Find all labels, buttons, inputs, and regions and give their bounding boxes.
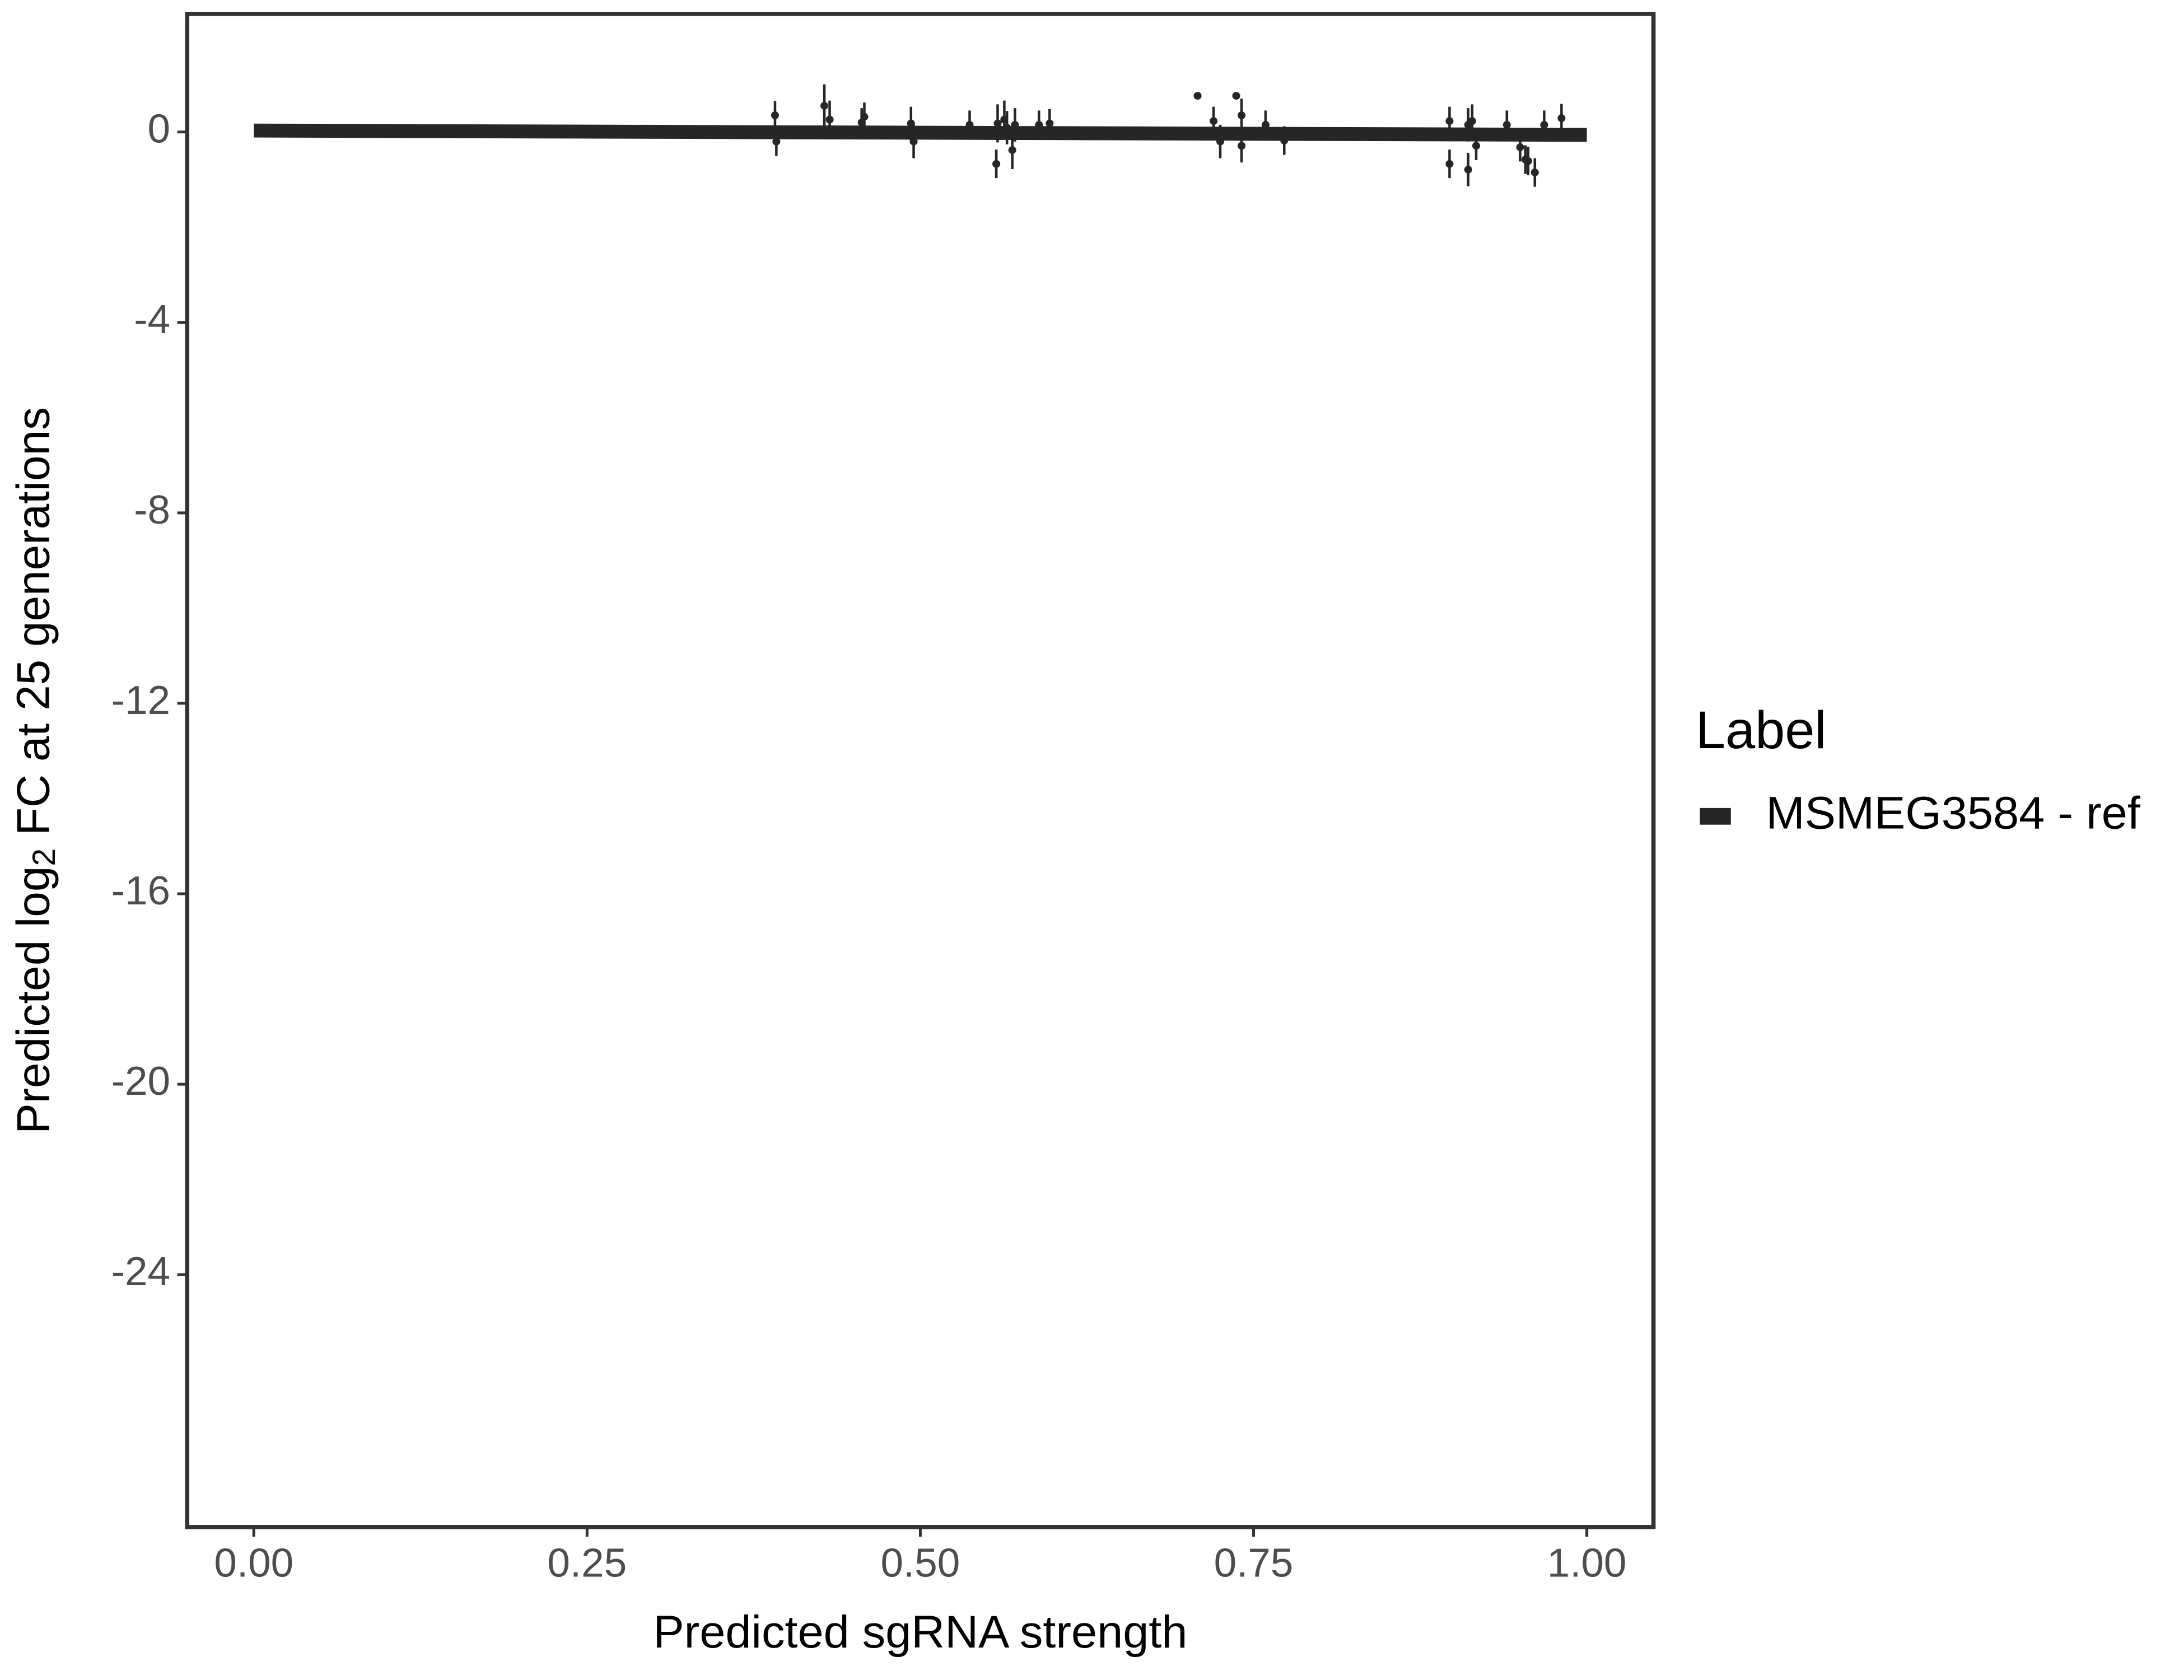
point: [1468, 117, 1476, 125]
y-axis-title: Predicted log2 FC at 25 generations: [7, 407, 62, 1134]
point: [1261, 120, 1270, 129]
point: [1524, 157, 1532, 165]
x-tick-label: 0.25: [547, 1541, 627, 1586]
point: [825, 115, 834, 124]
y-tick-label: -20: [111, 1059, 170, 1104]
x-tick-label: 1.00: [1547, 1541, 1627, 1586]
point: [1046, 119, 1054, 128]
y-tick-label: -4: [134, 297, 170, 342]
x-tick-label: 0.75: [1214, 1541, 1294, 1586]
point: [1502, 120, 1511, 129]
point: [1464, 165, 1472, 174]
y-axis-title-part: FC at 25 generations: [7, 407, 59, 848]
point: [1472, 142, 1481, 150]
plot-border: [185, 12, 1656, 1529]
point: [772, 137, 781, 146]
point: [1445, 160, 1454, 168]
y-axis-title-subscript: 2: [26, 848, 62, 866]
point: [993, 119, 1002, 128]
y-tick-label: 0: [148, 106, 171, 152]
fit-line: [254, 123, 1587, 142]
point: [992, 160, 1001, 168]
x-tick-label: 0.00: [214, 1541, 293, 1586]
point: [1445, 117, 1454, 125]
point: [771, 111, 780, 119]
point: [1238, 142, 1246, 150]
legend-key: [1700, 808, 1731, 825]
point: [1232, 92, 1240, 100]
point: [1008, 146, 1016, 154]
y-tick-label: -8: [134, 487, 170, 533]
point: [1238, 111, 1246, 119]
point: [1193, 92, 1202, 100]
point: [1530, 169, 1539, 176]
legend-label: MSMEG3584 - ref: [1766, 787, 2141, 838]
y-tick-label: -24: [111, 1249, 170, 1295]
y-tick-label: -12: [111, 678, 170, 723]
point: [1210, 117, 1218, 125]
legend-title: Label: [1696, 701, 1827, 760]
point: [860, 113, 869, 121]
point: [1557, 114, 1566, 122]
point: [1516, 143, 1524, 151]
point: [820, 101, 829, 110]
point: [1540, 120, 1548, 129]
y-tick-label: -16: [111, 868, 170, 913]
y-axis-title-part: Predicted log: [7, 866, 59, 1134]
x-tick-label: 0.50: [881, 1541, 960, 1586]
x-axis-title: Predicted sgRNA strength: [653, 1607, 1187, 1658]
